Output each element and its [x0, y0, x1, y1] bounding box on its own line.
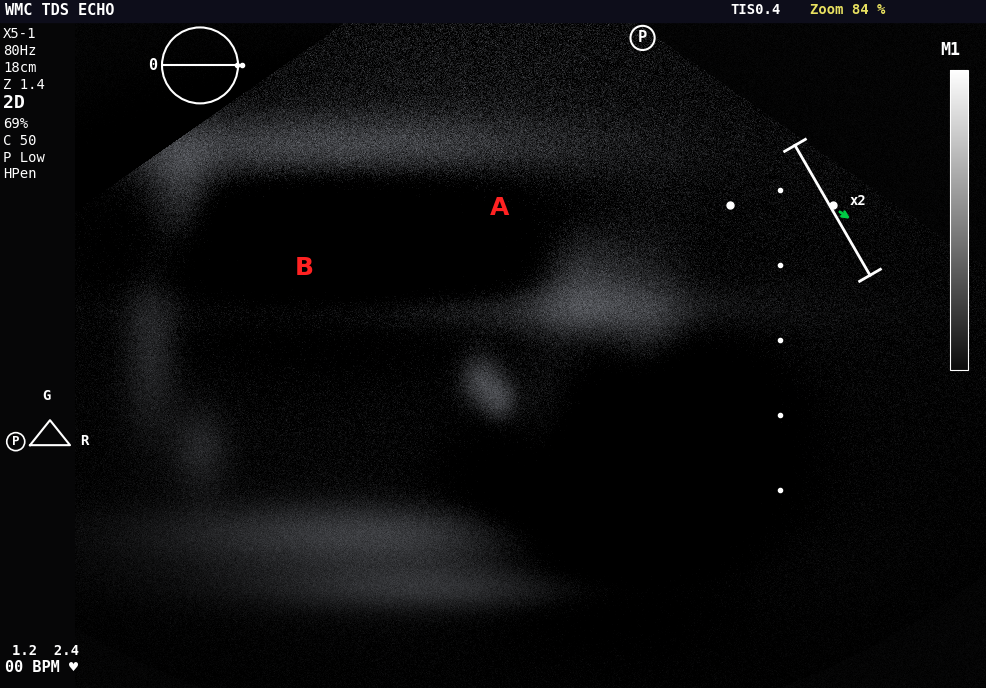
Text: M1: M1 [940, 41, 960, 59]
Text: x2: x2 [850, 194, 867, 208]
Text: P Low: P Low [3, 151, 45, 165]
Bar [0, 1, 986, 23]
Text: R: R [80, 434, 89, 448]
Text: 80Hz: 80Hz [3, 45, 36, 58]
Text: Zoom 84 %: Zoom 84 % [810, 3, 885, 17]
Text: TIS0.4: TIS0.4 [730, 3, 780, 17]
Text: WMC TDS ECHO: WMC TDS ECHO [5, 3, 114, 19]
Text: 1.2  2.4: 1.2 2.4 [12, 644, 79, 658]
Text: P: P [12, 435, 20, 448]
Text: B: B [295, 256, 314, 280]
Text: 00 BPM ♥: 00 BPM ♥ [5, 660, 78, 675]
Text: 18cm: 18cm [3, 61, 36, 76]
Text: 0: 0 [148, 58, 157, 74]
Text: G: G [42, 389, 50, 403]
Text: 69%: 69% [3, 118, 29, 131]
Bar [950, 70, 968, 370]
Text: C 50: C 50 [3, 134, 36, 149]
Text: 2D: 2D [3, 94, 25, 112]
Text: P: P [638, 30, 647, 45]
Text: Z 1.4: Z 1.4 [3, 78, 45, 92]
Text: HPen: HPen [3, 167, 36, 182]
Text: A: A [490, 196, 510, 220]
Text: X5-1: X5-1 [3, 28, 36, 41]
